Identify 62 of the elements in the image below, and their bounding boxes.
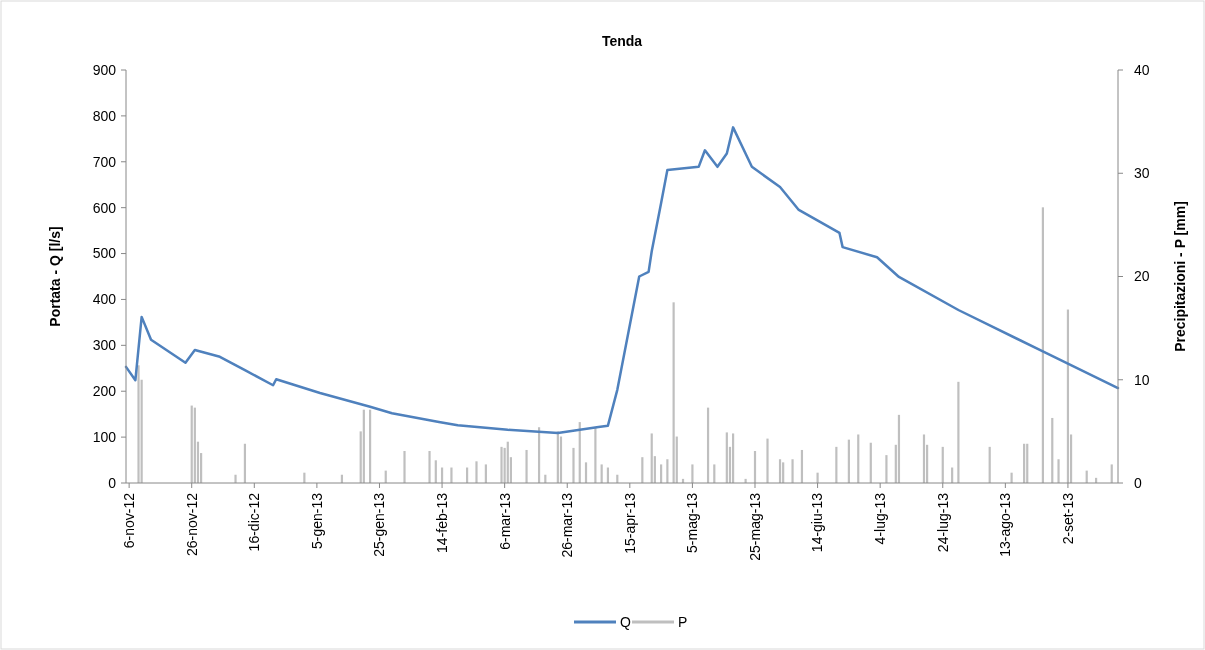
x-tick-label: 16-dic-12 (246, 492, 263, 552)
y-axis-title: Portata - Q [l/s] (47, 226, 63, 327)
x-tick-label: 24-lug-13 (934, 492, 951, 553)
y2-axis-title: Precipitazioni - P [mm] (1172, 201, 1188, 352)
bar (725, 432, 728, 483)
y-tick-label: 100 (92, 429, 117, 446)
bar (922, 434, 926, 483)
legend-label: Q (620, 613, 631, 630)
y-tick-label: 500 (92, 245, 117, 262)
bar (428, 450, 431, 483)
bar (1051, 417, 1054, 483)
x-tick-label: 26-mar-13 (559, 492, 576, 558)
bar (137, 365, 140, 483)
bar (672, 302, 675, 483)
bar (732, 433, 735, 483)
y-tick-label: 800 (92, 107, 117, 124)
y-tick-label: 900 (92, 61, 117, 78)
bar (766, 438, 769, 483)
x-tick-label: 15-apr-13 (621, 492, 638, 554)
y2-tick-label: 30 (1134, 165, 1150, 182)
y-tick-label: 0 (108, 474, 117, 491)
bar (885, 455, 888, 483)
y2-tick-label: 40 (1134, 61, 1150, 78)
bar (791, 459, 794, 483)
y-tick-label: 200 (92, 383, 117, 400)
y-tick-label: 600 (92, 199, 117, 216)
x-tick-label: 4-lug-13 (872, 492, 889, 545)
bar (706, 407, 710, 483)
x-tick-label: 5-mag-13 (684, 492, 701, 553)
bar (857, 434, 860, 483)
bar (525, 449, 528, 483)
x-tick-label: 25-gen-13 (371, 492, 388, 557)
bar (1057, 459, 1060, 483)
x-tick-label: 13-ago-13 (997, 492, 1014, 557)
bar (234, 474, 237, 483)
bar (816, 472, 819, 483)
bar (691, 464, 694, 483)
x-tick-label: 6-nov-12 (121, 492, 138, 549)
bar (450, 467, 453, 483)
x-tick-label: 5-gen-13 (308, 492, 325, 550)
bar (650, 433, 653, 483)
line-series (124, 126, 1120, 435)
y2-tick-label: 20 (1134, 268, 1150, 285)
bar (1041, 207, 1044, 483)
bar (403, 450, 406, 483)
chart-title: Tenda (601, 33, 643, 49)
y-tick-label: 300 (92, 337, 117, 354)
x-tick-label: 6-mar-13 (496, 492, 513, 550)
x-tick-label: 2-set-13 (1059, 492, 1076, 545)
bar (897, 414, 901, 483)
x-tick-label: 25-mag-13 (746, 492, 763, 561)
y2-tick-label: 10 (1134, 371, 1150, 388)
x-tick-label: 26-nov-12 (183, 492, 200, 557)
bar (475, 461, 478, 483)
bar (957, 381, 960, 483)
x-tick-label: 14-feb-13 (433, 492, 450, 553)
y-tick-label: 700 (92, 153, 117, 170)
x-tick-label: 14-giu-13 (809, 492, 826, 553)
y2-tick-label: 0 (1134, 474, 1142, 491)
y-tick-label: 400 (92, 291, 117, 308)
legend-label: P (678, 613, 688, 630)
bar (572, 447, 575, 483)
